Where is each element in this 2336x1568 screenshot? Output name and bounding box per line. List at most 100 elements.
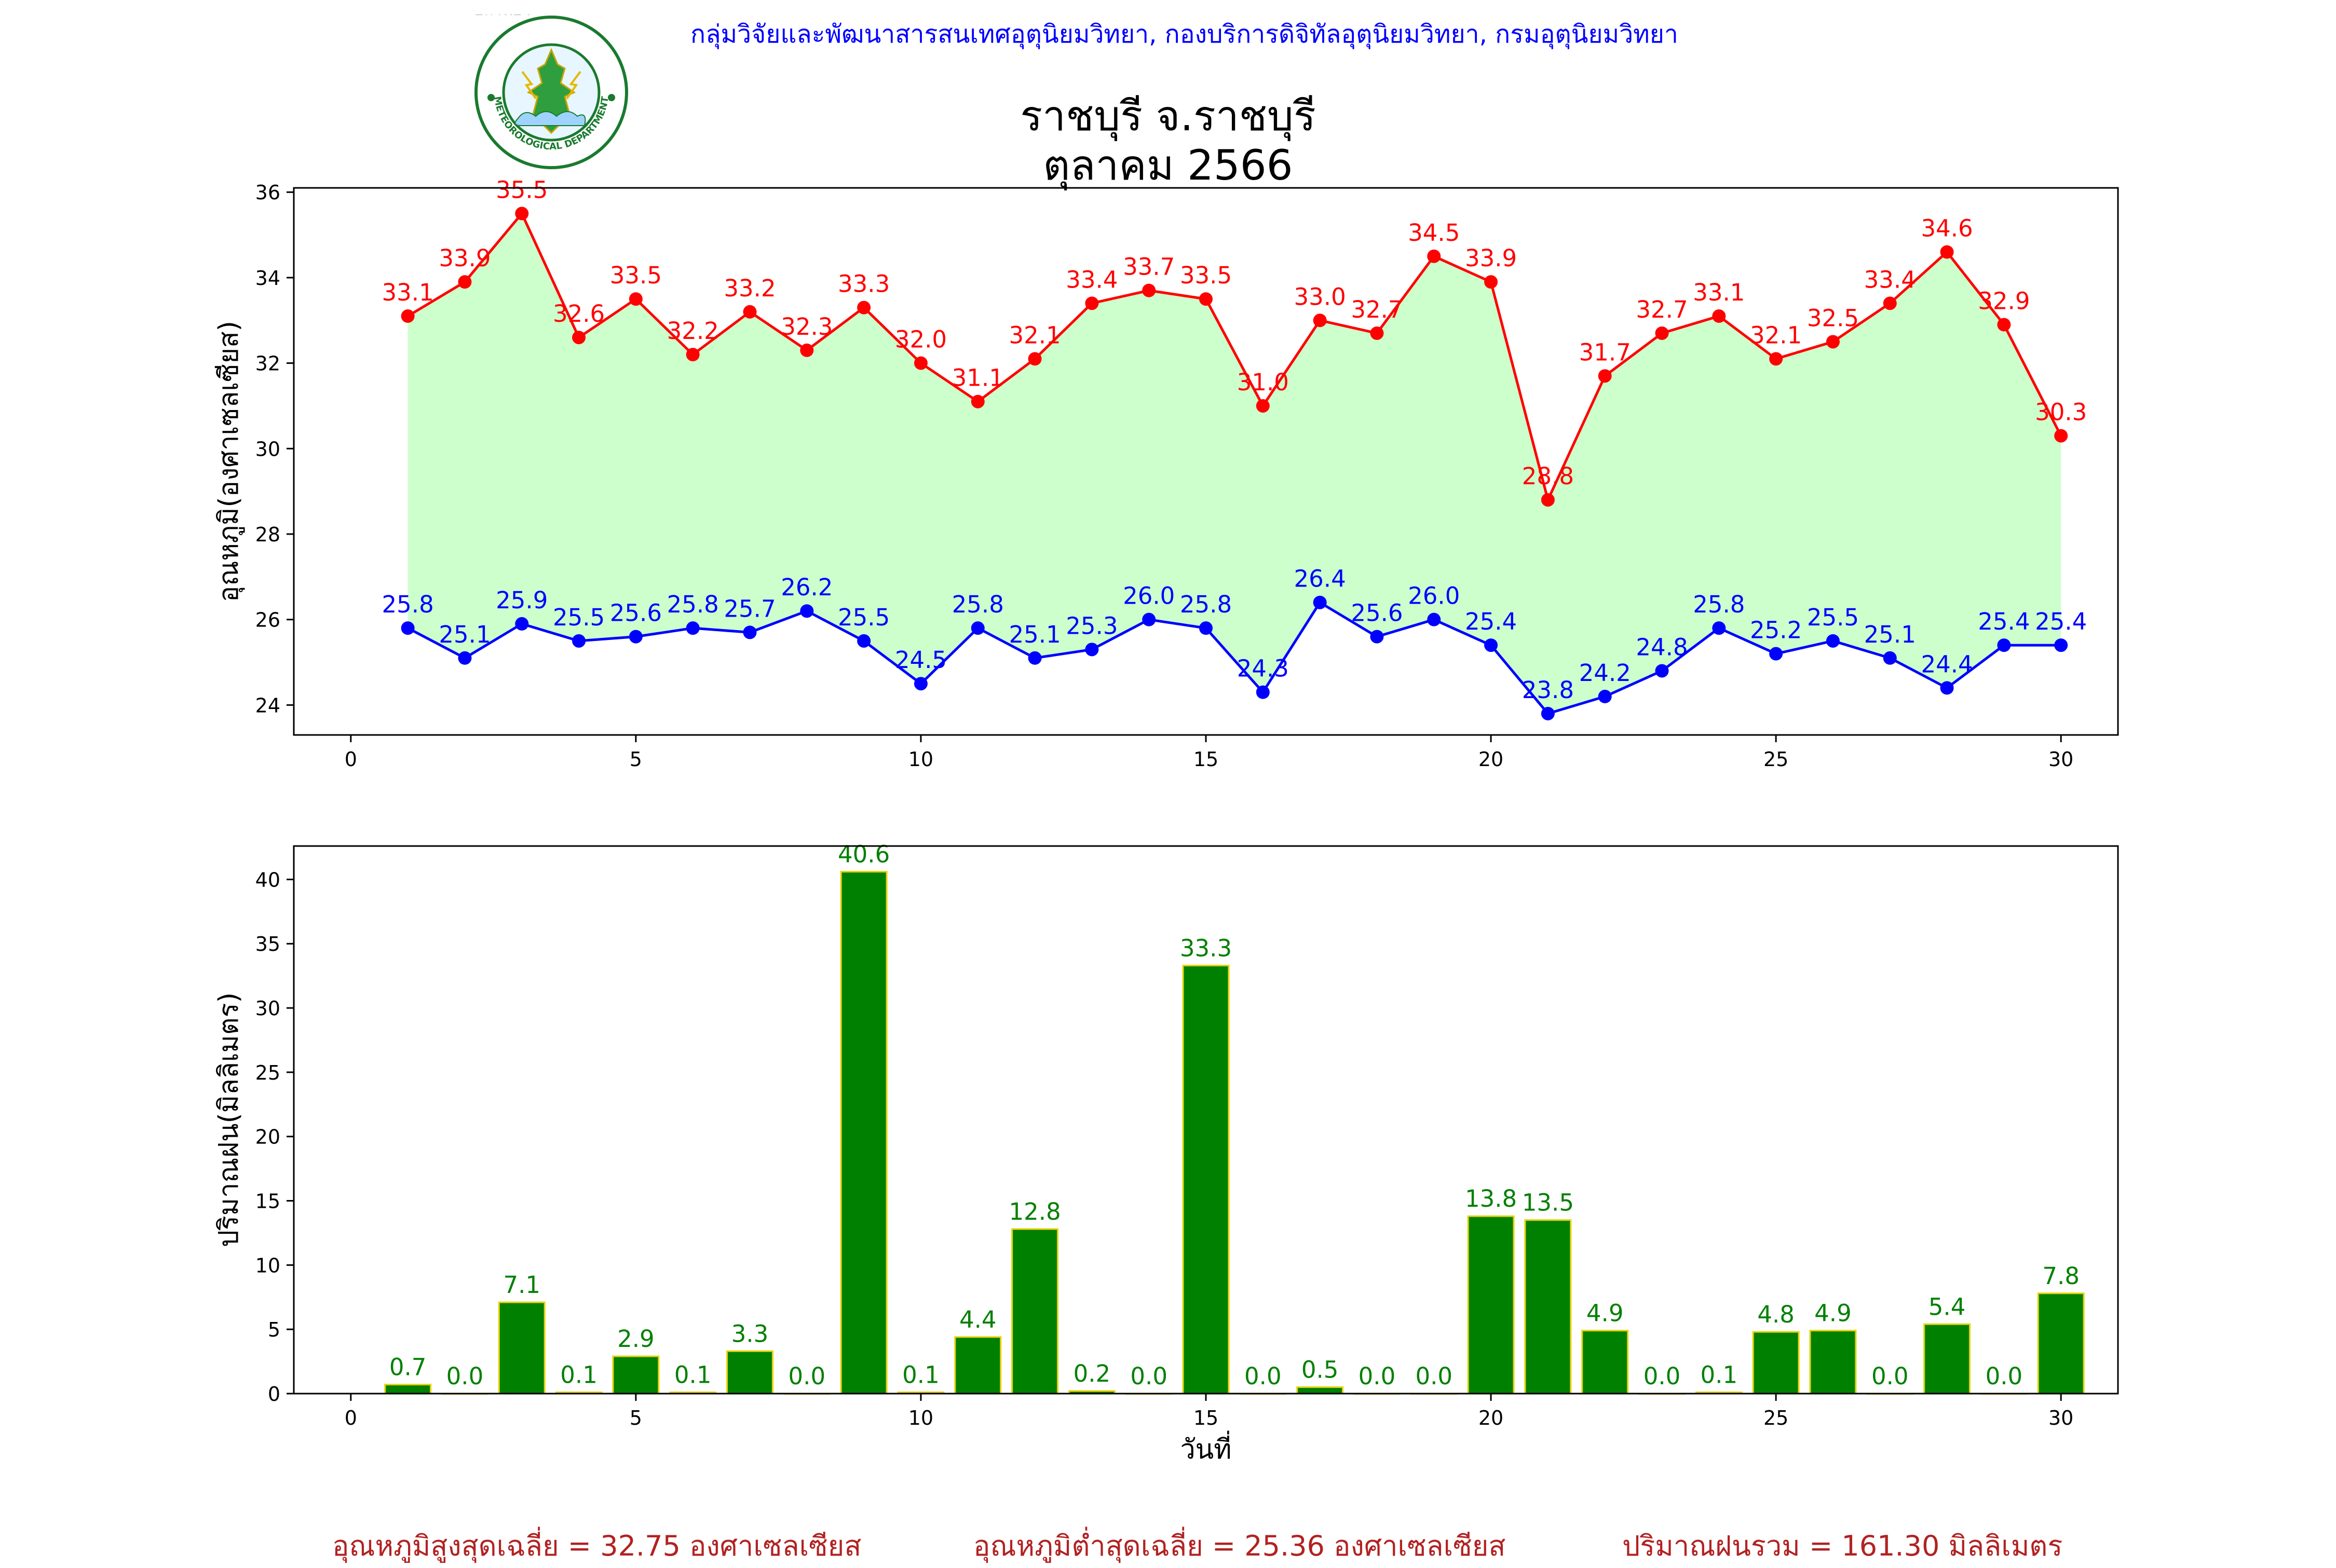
max-temp-data-label: 33.5 <box>610 262 662 289</box>
max-temp-point <box>458 275 472 289</box>
max-temp-data-label: 32.5 <box>1807 304 1859 332</box>
max-temp-point <box>1085 296 1099 310</box>
temp-xtick-label: 10 <box>908 748 933 771</box>
max-temp-data-label: 31.0 <box>1237 369 1289 396</box>
min-temp-data-label: 25.2 <box>1750 617 1802 644</box>
rain-bar <box>1467 1215 1515 1395</box>
min-temp-data-label: 24.8 <box>1636 633 1688 661</box>
min-temp-point <box>1712 621 1726 635</box>
max-temp-data-label: 33.0 <box>1294 283 1346 310</box>
rain-xtick-label: 0 <box>345 1407 357 1429</box>
max-temp-data-label: 32.1 <box>1009 321 1061 349</box>
max-temp-data-label: 33.5 <box>1180 262 1232 289</box>
rain-ytick-label: 5 <box>268 1318 280 1341</box>
temp-xtick-label: 15 <box>1193 748 1218 771</box>
temp-ytick-label: 36 <box>255 181 280 204</box>
min-temp-point <box>1313 595 1327 609</box>
temp-ytick-label: 28 <box>255 523 280 546</box>
min-temp-point <box>1028 651 1042 665</box>
rain-data-label: 2.9 <box>617 1325 655 1353</box>
rain-data-label: 7.8 <box>2042 1262 2080 1290</box>
rain-ytick-label: 10 <box>255 1254 280 1277</box>
max-temp-point <box>401 309 415 323</box>
max-temp-data-label: 32.0 <box>895 326 947 353</box>
logo-star-left <box>487 94 495 101</box>
min-temp-data-label: 25.5 <box>1807 604 1859 631</box>
rain-ytick-label: 20 <box>255 1126 280 1149</box>
rain-data-label: 0.7 <box>389 1354 427 1381</box>
min-temp-line <box>407 601 2061 715</box>
tmd-logo: กรมอุตุนิยมวิทยา METEOROLOGICAL DEPARTME… <box>473 15 628 169</box>
min-temp-data-label: 25.4 <box>1978 608 2030 635</box>
max-temp-data-label: 33.7 <box>1123 253 1175 281</box>
rain-xtick-label: 30 <box>2048 1407 2073 1429</box>
rain-ytick-label: 25 <box>255 1061 280 1084</box>
min-temp-point <box>1427 612 1441 626</box>
rain-xtick-label: 15 <box>1193 1407 1218 1429</box>
max-temp-point <box>971 394 985 408</box>
rain-xtick-label: 25 <box>1763 1407 1788 1429</box>
rain-y-axis-label: ปริมาณฝน(มิลลิเมตร) <box>213 992 245 1247</box>
chart-header: กลุ่มวิจัยและพัฒนาสารสนเทศอุตุนิยมวิทยา,… <box>0 0 2336 189</box>
min-temp-data-label: 25.6 <box>1351 599 1403 627</box>
temp-ytick-label: 24 <box>255 694 280 717</box>
rain-data-label: 0.0 <box>1986 1362 2023 1390</box>
min-temp-point <box>629 630 643 644</box>
min-temp-point <box>686 621 700 635</box>
min-temp-data-label: 24.2 <box>1579 659 1631 687</box>
max-temp-point <box>1142 283 1156 297</box>
total-rain-text: ปริมาณฝนรวม = 161.30 มิลลิเมตร <box>1622 1530 2063 1562</box>
max-temp-point <box>1256 399 1270 413</box>
chart-title-station: ราชบุรี จ.ราชบุรี <box>1020 92 1316 140</box>
rain-data-label: 0.0 <box>1244 1362 1282 1390</box>
max-temp-point <box>1655 326 1669 340</box>
max-temp-point <box>629 292 643 306</box>
temp-ytick-label: 26 <box>255 609 280 632</box>
max-temp-data-label: 30.3 <box>2035 399 2087 426</box>
logo-top-text: กรมอุตุนิยมวิทยา <box>473 15 531 19</box>
max-temp-point <box>1883 296 1897 310</box>
min-temp-data-label: 25.8 <box>667 591 719 618</box>
logo-cloud <box>514 111 586 126</box>
min-temp-data-label: 25.8 <box>1180 591 1232 618</box>
rain-data-label: 0.1 <box>902 1361 940 1389</box>
max-temp-data-label: 33.9 <box>439 244 491 272</box>
rain-bar <box>384 1384 432 1395</box>
max-temp-data-label: 34.5 <box>1408 219 1460 247</box>
avg-max-temp-text: อุณหภูมิสูงสุดเฉลี่ย = 32.75 องศาเซลเซีย… <box>332 1530 862 1562</box>
rain-plot-frame <box>293 845 2119 1395</box>
min-temp-data-label: 26.2 <box>781 574 833 601</box>
rain-data-label: 0.0 <box>789 1362 826 1390</box>
temp-ytick-label: 32 <box>255 352 280 375</box>
max-temp-data-label: 31.1 <box>952 364 1004 392</box>
avg-min-temp-text: อุณหภูมิต่ำสุดเฉลี่ย = 25.36 องศาเซลเซีย… <box>973 1530 1506 1562</box>
min-temp-point <box>458 651 472 665</box>
rain-bar <box>498 1301 546 1395</box>
min-temp-data-label: 25.7 <box>724 595 776 622</box>
rain-ytick-label: 0 <box>268 1383 280 1406</box>
max-temp-point <box>572 331 586 345</box>
rain-data-label: 0.0 <box>446 1362 484 1390</box>
max-temp-point <box>1028 352 1042 366</box>
min-temp-point <box>2054 638 2068 652</box>
max-temp-point <box>1199 292 1213 306</box>
rain-bar <box>1524 1219 1572 1395</box>
rain-bar <box>1011 1228 1058 1395</box>
rain-bar <box>612 1355 660 1395</box>
min-temp-data-label: 25.5 <box>553 604 605 631</box>
min-temp-data-label: 26.0 <box>1123 582 1175 610</box>
rain-data-label: 7.1 <box>503 1271 540 1299</box>
rain-xtick-label: 5 <box>630 1407 642 1429</box>
min-temp-point <box>1142 612 1156 626</box>
min-temp-point <box>914 677 928 691</box>
max-temp-point <box>1541 493 1555 507</box>
min-temp-data-label: 24.5 <box>895 646 947 674</box>
min-temp-point <box>743 625 757 639</box>
min-temp-point <box>1256 685 1270 699</box>
min-temp-data-label: 25.9 <box>496 587 548 614</box>
max-temp-data-label: 28.8 <box>1522 462 1574 490</box>
max-temp-point <box>686 348 700 362</box>
rain-bar <box>1923 1323 1971 1395</box>
rain-bar <box>840 871 888 1395</box>
rain-bar <box>2037 1292 2085 1395</box>
